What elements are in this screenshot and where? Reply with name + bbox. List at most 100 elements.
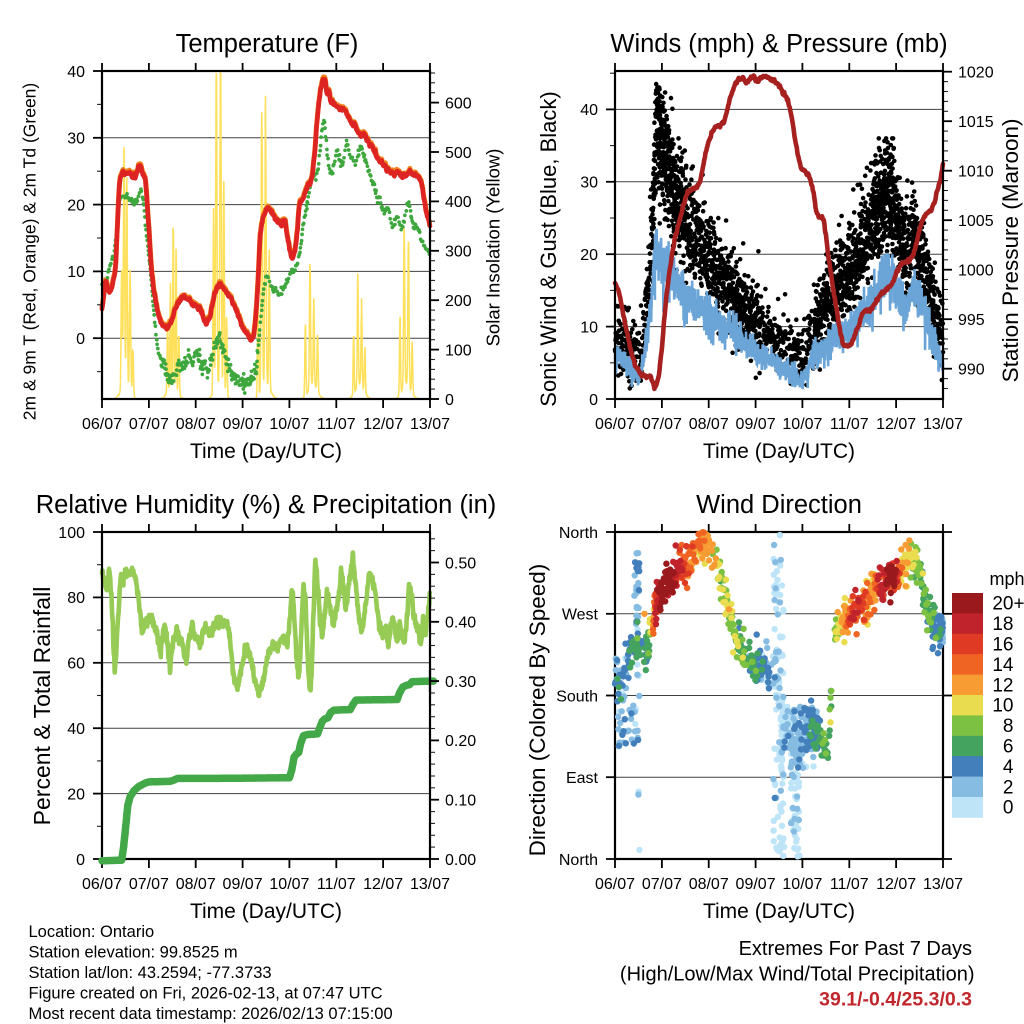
svg-text:30: 30 — [580, 175, 598, 192]
svg-text:East: East — [566, 770, 599, 787]
svg-text:(High/Low/Max Wind/Total Preci: (High/Low/Max Wind/Total Precipitation) — [620, 964, 975, 986]
svg-text:0: 0 — [76, 852, 85, 869]
svg-text:12/07: 12/07 — [363, 416, 403, 433]
svg-text:West: West — [562, 607, 599, 624]
svg-text:13/07: 13/07 — [923, 416, 963, 433]
svg-text:600: 600 — [445, 95, 472, 112]
svg-text:4: 4 — [1003, 757, 1014, 778]
svg-text:10: 10 — [580, 319, 598, 336]
svg-text:07/07: 07/07 — [642, 876, 682, 893]
svg-text:Percent & Total Rainfall: Percent & Total Rainfall — [29, 587, 55, 826]
svg-text:39.1/-0.4/25.3/0.3: 39.1/-0.4/25.3/0.3 — [819, 989, 972, 1011]
svg-text:06/07: 06/07 — [595, 876, 635, 893]
svg-text:Extremes For Past 7 Days: Extremes For Past 7 Days — [739, 938, 972, 960]
svg-text:08/07: 08/07 — [176, 876, 216, 893]
svg-text:06/07: 06/07 — [82, 416, 122, 433]
svg-text:09/07: 09/07 — [223, 416, 263, 433]
svg-text:10: 10 — [67, 264, 85, 281]
svg-text:Station lat/lon: 43.2594; -77.: Station lat/lon: 43.2594; -77.3733 — [29, 964, 272, 982]
svg-text:Station elevation: 99.8525 m: Station elevation: 99.8525 m — [29, 944, 238, 962]
svg-text:0.20: 0.20 — [445, 733, 476, 750]
svg-text:100: 100 — [58, 525, 85, 542]
svg-text:2: 2 — [1003, 777, 1014, 798]
svg-text:07/07: 07/07 — [129, 876, 169, 893]
svg-text:06/07: 06/07 — [595, 416, 635, 433]
svg-text:Temperature (F): Temperature (F) — [176, 30, 359, 58]
svg-text:20: 20 — [67, 197, 85, 214]
svg-text:North: North — [559, 525, 598, 542]
svg-text:1005: 1005 — [958, 213, 994, 230]
svg-text:Wind Direction: Wind Direction — [696, 491, 862, 519]
svg-text:40: 40 — [580, 102, 598, 119]
svg-text:1015: 1015 — [958, 114, 994, 131]
svg-text:0: 0 — [445, 392, 454, 409]
svg-text:10/07: 10/07 — [782, 876, 822, 893]
svg-text:Time (Day/UTC): Time (Day/UTC) — [703, 900, 855, 923]
svg-text:Time (Day/UTC): Time (Day/UTC) — [703, 440, 855, 463]
svg-text:South: South — [556, 688, 598, 705]
svg-text:Time (Day/UTC): Time (Day/UTC) — [190, 440, 342, 463]
svg-text:0.30: 0.30 — [445, 674, 476, 691]
svg-text:08/07: 08/07 — [176, 416, 216, 433]
svg-text:Figure created on Fri, 2026-02: Figure created on Fri, 2026-02-13, at 07… — [29, 985, 383, 1003]
svg-text:1020: 1020 — [958, 65, 994, 82]
svg-text:1010: 1010 — [958, 164, 994, 181]
svg-text:09/07: 09/07 — [736, 876, 776, 893]
svg-text:+: + — [1014, 594, 1024, 615]
svg-text:400: 400 — [445, 194, 472, 211]
svg-text:40: 40 — [67, 721, 85, 738]
svg-text:Most recent data timestamp: 20: Most recent data timestamp: 2026/02/13 0… — [29, 1005, 393, 1023]
svg-text:0.40: 0.40 — [445, 615, 476, 632]
svg-text:500: 500 — [445, 145, 472, 162]
svg-text:12/07: 12/07 — [876, 876, 916, 893]
svg-text:11/07: 11/07 — [317, 876, 356, 893]
svg-text:0: 0 — [589, 392, 598, 409]
svg-text:13/07: 13/07 — [923, 876, 963, 893]
svg-text:14: 14 — [992, 655, 1014, 676]
svg-text:10/07: 10/07 — [269, 876, 309, 893]
svg-text:11/07: 11/07 — [830, 876, 869, 893]
svg-text:09/07: 09/07 — [223, 876, 263, 893]
svg-text:0: 0 — [76, 331, 85, 348]
svg-text:10/07: 10/07 — [782, 416, 822, 433]
svg-text:13/07: 13/07 — [410, 416, 450, 433]
svg-text:20: 20 — [580, 247, 598, 264]
svg-text:995: 995 — [958, 312, 985, 329]
svg-text:Direction (Colored By Speed): Direction (Colored By Speed) — [525, 564, 550, 857]
svg-text:10: 10 — [992, 696, 1013, 717]
svg-text:16: 16 — [992, 635, 1013, 656]
svg-text:8: 8 — [1003, 716, 1014, 737]
svg-text:12/07: 12/07 — [363, 876, 403, 893]
svg-text:10/07: 10/07 — [269, 416, 309, 433]
svg-text:mph: mph — [989, 569, 1024, 589]
svg-text:1000: 1000 — [958, 263, 994, 280]
svg-text:0.00: 0.00 — [445, 852, 476, 869]
svg-text:06/07: 06/07 — [82, 876, 122, 893]
svg-text:09/07: 09/07 — [736, 416, 776, 433]
svg-text:2m & 9m T (Red, Orange) & 2m T: 2m & 9m T (Red, Orange) & 2m Td (Green) — [20, 83, 40, 420]
svg-text:Winds (mph) & Pressure (mb): Winds (mph) & Pressure (mb) — [610, 30, 947, 58]
svg-text:07/07: 07/07 — [129, 416, 169, 433]
svg-text:08/07: 08/07 — [689, 876, 729, 893]
svg-text:60: 60 — [67, 656, 85, 673]
svg-text:Station Pressure (Maroon): Station Pressure (Maroon) — [998, 118, 1023, 382]
svg-text:20: 20 — [67, 786, 85, 803]
svg-text:12: 12 — [992, 675, 1013, 696]
svg-text:Sonic Wind & Gust (Blue, Black: Sonic Wind & Gust (Blue, Black) — [536, 91, 561, 406]
svg-text:Relative Humidity (%) & Precip: Relative Humidity (%) & Precipitation (i… — [36, 491, 497, 519]
svg-text:11/07: 11/07 — [830, 416, 869, 433]
svg-text:Location: Ontario: Location: Ontario — [29, 923, 155, 941]
svg-text:Time (Day/UTC): Time (Day/UTC) — [190, 900, 342, 923]
svg-text:990: 990 — [958, 362, 985, 379]
svg-text:18: 18 — [992, 614, 1013, 635]
svg-text:Solar Insolation (Yellow): Solar Insolation (Yellow) — [483, 149, 504, 347]
svg-text:20: 20 — [992, 594, 1013, 615]
svg-text:07/07: 07/07 — [642, 416, 682, 433]
svg-text:100: 100 — [445, 342, 472, 359]
svg-text:11/07: 11/07 — [317, 416, 356, 433]
svg-text:30: 30 — [67, 131, 85, 148]
svg-text:6: 6 — [1003, 737, 1014, 758]
svg-text:0.50: 0.50 — [445, 555, 476, 572]
svg-text:13/07: 13/07 — [410, 876, 450, 893]
svg-text:200: 200 — [445, 293, 472, 310]
